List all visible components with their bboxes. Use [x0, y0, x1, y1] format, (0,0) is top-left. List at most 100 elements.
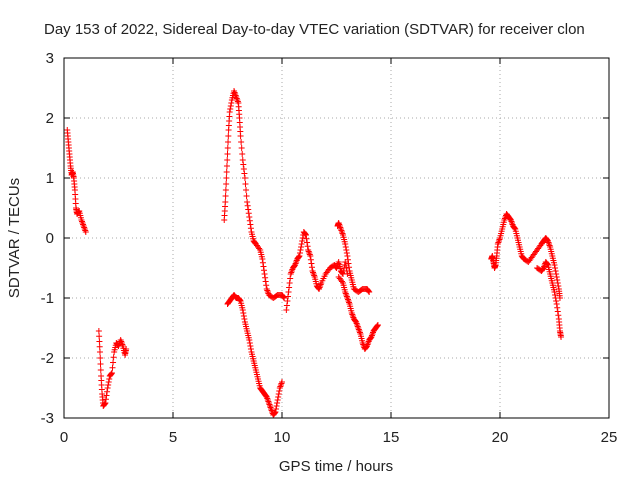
data-point [284, 293, 291, 300]
data-point [275, 394, 282, 400]
data-point [280, 294, 287, 301]
data-point [110, 359, 117, 366]
data-point [544, 261, 551, 268]
data-point [302, 232, 309, 238]
data-point [239, 157, 246, 163]
data-point [238, 139, 245, 145]
data-point [553, 298, 560, 304]
data-point [123, 346, 130, 352]
data-point [343, 247, 350, 253]
data-point [274, 400, 281, 406]
y-tick-label: 1 [46, 170, 54, 187]
data-point [108, 370, 115, 376]
data-point [558, 334, 565, 340]
data-point [284, 298, 291, 304]
x-tick-label: 25 [601, 429, 618, 446]
data-point [96, 343, 103, 350]
grid [64, 58, 609, 418]
data-point [222, 199, 229, 205]
data-point [366, 289, 373, 295]
data-point [555, 312, 562, 319]
data-point [296, 253, 303, 259]
data-point [275, 391, 282, 397]
data-point [554, 304, 561, 311]
data-point [97, 367, 104, 373]
data-point [97, 361, 104, 367]
data-point [303, 235, 310, 242]
data-point [281, 295, 288, 301]
data-point [262, 278, 269, 285]
data-point [241, 170, 248, 177]
data-point [342, 241, 349, 247]
data-point [308, 260, 315, 267]
data-point [344, 253, 351, 259]
data-point [276, 388, 283, 394]
data-point [551, 262, 558, 268]
data-point [226, 109, 233, 115]
data-point [110, 354, 117, 361]
data-point [274, 397, 281, 403]
data-point [223, 181, 230, 187]
data-point [237, 133, 244, 139]
data-point [96, 333, 103, 340]
data-point [299, 238, 306, 244]
data-point [105, 379, 112, 385]
data-point [104, 385, 111, 391]
data-point [260, 263, 267, 270]
data-point [96, 338, 103, 345]
data-point [97, 355, 104, 361]
data-point [225, 133, 232, 139]
data-point [240, 161, 247, 168]
data-point [243, 187, 250, 193]
data-point [247, 225, 254, 232]
y-tick-label: -1 [41, 290, 54, 307]
data-point [302, 231, 309, 238]
data-point [223, 169, 230, 175]
data-point [552, 292, 559, 298]
data-point [224, 157, 231, 163]
data-point [286, 280, 293, 286]
data-point [240, 310, 247, 316]
data-point [103, 392, 110, 399]
data-point [310, 271, 317, 277]
data-point [553, 271, 560, 277]
data-point [551, 289, 558, 295]
x-tick-label: 10 [274, 429, 291, 446]
data-point [343, 250, 350, 256]
data-point [224, 151, 231, 157]
data-point [240, 313, 247, 319]
data-point [243, 193, 250, 199]
data-point [287, 275, 294, 282]
data-point [247, 221, 254, 228]
data-point [273, 406, 280, 412]
data-point [244, 202, 251, 209]
data-point [298, 244, 305, 250]
data-point [246, 214, 253, 220]
x-axis-label: GPS time / hours [279, 458, 393, 475]
data-point [374, 322, 381, 329]
data-point [345, 260, 352, 267]
data-point [102, 400, 109, 406]
data-point [240, 166, 247, 172]
data-point [246, 337, 253, 343]
data-point [374, 322, 381, 328]
data-point [227, 106, 234, 112]
data-point [271, 409, 278, 416]
data-point [298, 241, 305, 247]
data-point [262, 274, 269, 281]
data-point [495, 238, 502, 244]
data-point [552, 295, 559, 301]
data-point [552, 268, 559, 274]
data-point [307, 253, 314, 259]
data-point [102, 396, 109, 403]
data-point [279, 379, 285, 385]
data-point [283, 307, 290, 313]
data-point [272, 409, 279, 415]
data-point [307, 256, 314, 263]
data-point [237, 297, 244, 304]
y-axis-label: SDTVAR / TECUs [6, 178, 23, 298]
y-tick-label: 0 [46, 230, 54, 247]
data-point [222, 187, 229, 193]
data-points [64, 88, 565, 418]
